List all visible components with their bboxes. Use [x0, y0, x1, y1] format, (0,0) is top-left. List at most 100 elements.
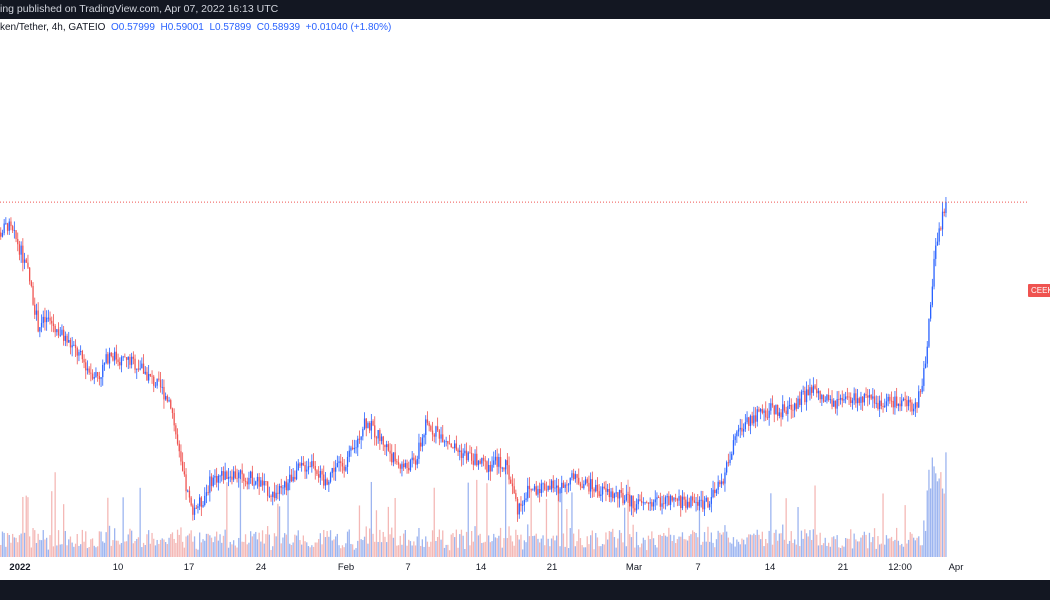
volume-bar — [805, 533, 808, 557]
candle-body — [210, 476, 213, 486]
volume-bar — [477, 535, 480, 557]
volume-bar — [413, 541, 415, 557]
candle-body — [323, 474, 325, 486]
candle-body — [737, 429, 740, 432]
candle-body — [715, 489, 718, 494]
candle-body — [360, 436, 362, 440]
candle-body — [438, 430, 440, 439]
candle-body — [421, 437, 423, 447]
candle-body — [183, 471, 185, 475]
candle-body — [346, 456, 349, 467]
candle-body — [231, 476, 233, 480]
volume-bar — [144, 545, 146, 557]
volume-bar — [486, 483, 488, 557]
volume-bar — [658, 534, 660, 557]
candle-body — [54, 325, 56, 333]
volume-bar — [545, 499, 548, 557]
x-tick-label: 14 — [765, 562, 776, 573]
volume-bar — [467, 482, 469, 557]
candle-body — [719, 481, 721, 485]
candle-body — [510, 479, 512, 484]
volume-bar — [663, 532, 665, 557]
volume-bar — [596, 537, 599, 557]
volume-bar — [683, 539, 685, 557]
volume-bar — [52, 546, 55, 557]
candle-body — [899, 403, 901, 407]
candle-body — [778, 412, 780, 416]
volume-bar — [243, 541, 245, 557]
volume-bar — [505, 460, 507, 557]
volume-bar — [6, 533, 9, 557]
volume-bar — [909, 532, 911, 557]
candle-body — [567, 484, 570, 486]
volume-bar — [236, 547, 238, 557]
volume-bar — [688, 535, 690, 557]
candle-body — [284, 481, 286, 488]
volume-bar — [637, 545, 639, 557]
candle-body — [909, 399, 911, 403]
volume-bar — [66, 545, 68, 557]
candle-body — [455, 443, 457, 450]
volume-bar — [824, 537, 826, 557]
candle-body — [574, 474, 576, 480]
candle-body — [10, 221, 12, 227]
candle-body — [352, 447, 354, 450]
volume-bar — [190, 530, 192, 557]
candle-body — [40, 322, 43, 328]
volume-bar — [244, 534, 247, 557]
candle-body — [647, 503, 650, 504]
candle-body — [862, 396, 864, 403]
candle-body — [516, 498, 519, 515]
volume-bar — [336, 533, 338, 557]
volume-bar — [141, 547, 143, 557]
volume-bar — [471, 530, 473, 557]
candle-body — [445, 440, 447, 442]
volume-bar — [265, 534, 267, 557]
candle-body — [306, 469, 308, 472]
x-tick-label: 21 — [547, 562, 558, 573]
candle-body — [489, 465, 491, 472]
candle-body — [697, 501, 699, 506]
candle-body — [202, 504, 204, 507]
candle-body — [34, 304, 36, 315]
price-chart[interactable]: 2022 10 17 24 Feb 7 14 21 Mar 7 14 21 12:00 Apr — [0, 19, 1050, 580]
candle-body — [686, 501, 689, 508]
candle-body — [800, 391, 803, 405]
volume-bar — [13, 537, 15, 557]
candle-body — [239, 470, 242, 473]
volume-bar — [93, 545, 95, 557]
candle-body — [175, 425, 177, 435]
volume-bar — [287, 484, 289, 557]
candle-body — [134, 358, 136, 370]
candle-body — [494, 456, 497, 461]
volume-bar — [491, 541, 493, 557]
candle-body — [399, 464, 401, 469]
candle-body — [418, 442, 420, 459]
volume-bar — [280, 543, 282, 557]
candle-body — [471, 452, 473, 461]
volume-bar — [654, 544, 656, 557]
candle-body — [238, 472, 240, 479]
candle-body — [263, 481, 265, 486]
candle-body — [637, 499, 639, 505]
volume-bar — [302, 535, 304, 557]
volume-bar — [763, 546, 765, 557]
volume-bar — [311, 545, 313, 557]
volume-bar — [744, 544, 746, 557]
candle-body — [542, 483, 544, 485]
volume-bar — [799, 546, 801, 557]
volume-bar — [508, 526, 510, 557]
volume-bar — [924, 530, 927, 557]
volume-bar — [481, 542, 483, 557]
volume-bar — [846, 538, 848, 557]
volume-bar — [40, 540, 43, 557]
candle-body — [131, 356, 133, 365]
volume-bar — [516, 534, 519, 557]
volume-bar — [238, 537, 240, 557]
volume-bar — [448, 550, 451, 557]
volume-bar — [103, 542, 106, 557]
candle-body — [90, 372, 92, 374]
candle-body — [328, 481, 330, 485]
volume-bar — [295, 535, 298, 557]
candle-body — [720, 481, 723, 485]
